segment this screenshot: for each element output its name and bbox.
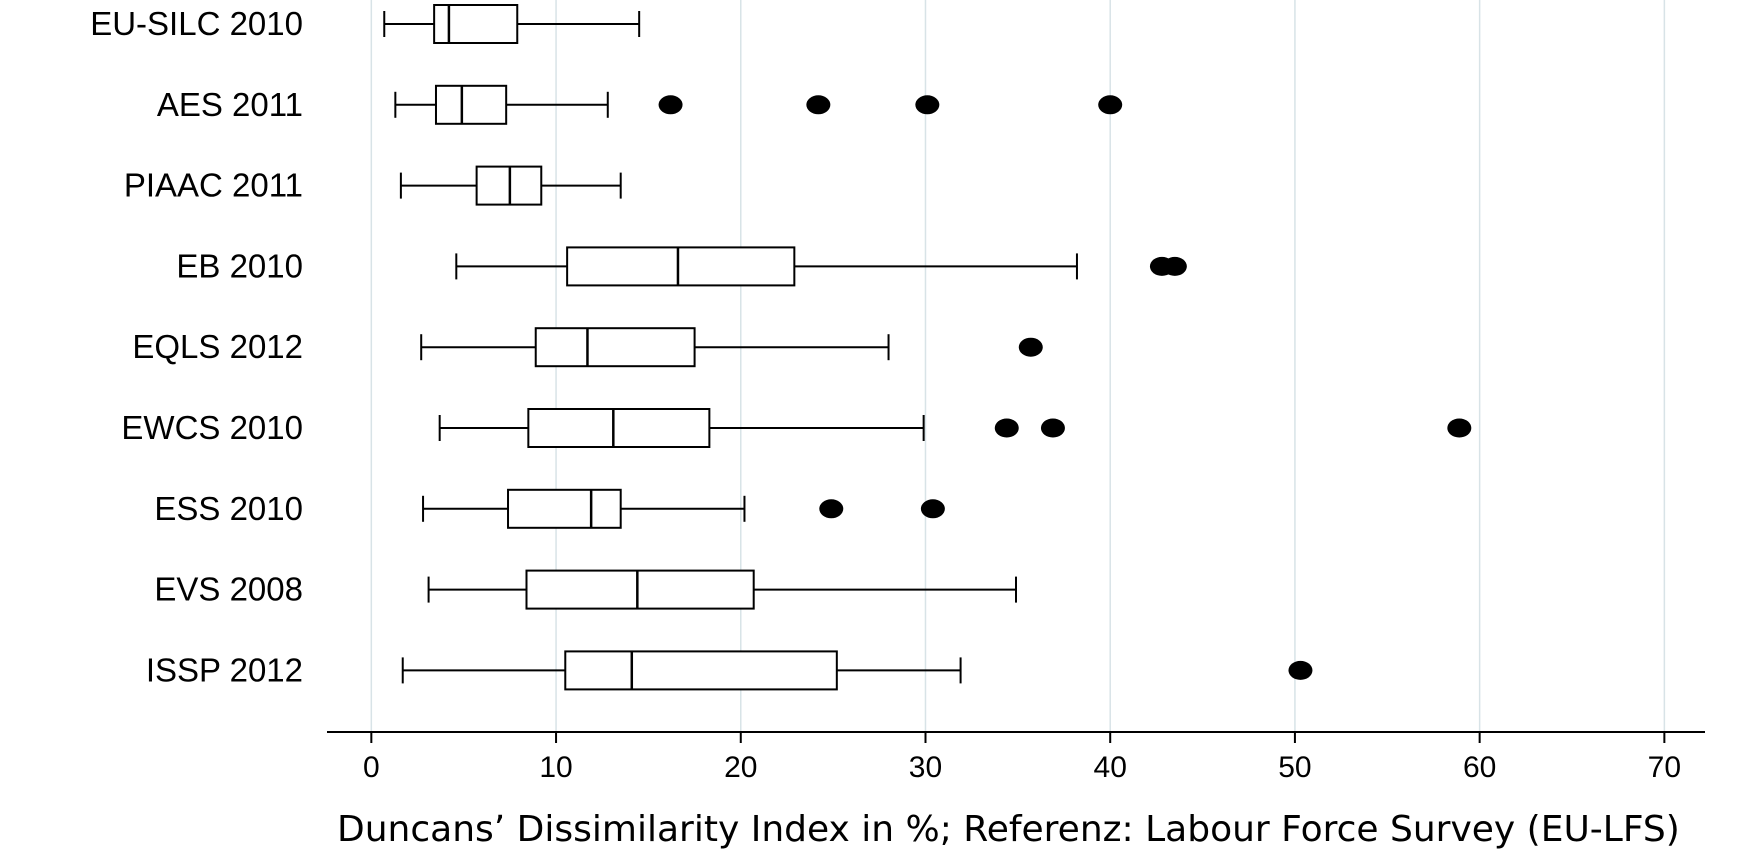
category-label: EWCS 2010 — [121, 409, 303, 446]
category-label: EU-SILC 2010 — [90, 5, 303, 42]
iqr-box — [434, 84, 508, 125]
outlier-point — [806, 95, 831, 115]
category-labels: EU-SILC 2010 AES 2011 PIAAC 2011 EB 2010 EQL… — [90, 5, 303, 688]
outlier-point — [819, 499, 844, 519]
box-group — [438, 408, 1472, 448]
category-label: ISSP 2012 — [146, 651, 303, 688]
box-plots — [383, 4, 1472, 691]
category-label: EQLS 2012 — [132, 328, 303, 365]
outlier-point — [1098, 95, 1123, 115]
outlier-point — [915, 95, 940, 115]
iqr-box — [566, 246, 796, 287]
iqr-box — [564, 650, 838, 691]
x-tick-label: 10 — [539, 751, 572, 784]
x-axis-title: Duncans’ Dissimilarity Index in %; Refer… — [337, 809, 1680, 850]
x-tick-label: 50 — [1278, 751, 1311, 784]
box-group — [420, 327, 1043, 368]
x-tick-label: 40 — [1094, 751, 1127, 784]
x-tick-label: 30 — [909, 751, 942, 784]
box-group — [422, 488, 945, 529]
outlier-point — [1018, 337, 1043, 357]
x-tick-label: 70 — [1648, 751, 1681, 784]
category-label: EB 2010 — [176, 247, 303, 284]
outlier-point — [658, 95, 683, 115]
x-tick-label: 60 — [1463, 751, 1496, 784]
category-label: EVS 2008 — [154, 571, 303, 608]
outlier-point — [920, 499, 945, 519]
iqr-box — [525, 569, 755, 610]
outlier-point — [1288, 660, 1313, 680]
outlier-point — [994, 418, 1019, 438]
box-group — [394, 84, 1123, 125]
iqr-box — [507, 488, 622, 529]
box-group — [401, 650, 1313, 691]
category-label: AES 2011 — [157, 86, 303, 123]
x-axis-ticks: 0 10 20 30 40 50 60 70 — [363, 732, 1681, 784]
iqr-box — [527, 408, 711, 448]
category-label: PIAAC 2011 — [124, 167, 303, 204]
x-tick-label: 0 — [363, 751, 380, 784]
outlier-point — [1162, 256, 1187, 276]
box-group — [455, 246, 1187, 287]
x-tick-label: 20 — [724, 751, 757, 784]
outlier-point — [1447, 418, 1472, 438]
box-group — [399, 165, 622, 206]
iqr-box — [534, 327, 696, 368]
box-group — [383, 4, 641, 44]
outlier-point — [1040, 418, 1065, 438]
category-label: ESS 2010 — [154, 490, 303, 527]
grid-lines — [370, 0, 1666, 732]
iqr-box — [433, 4, 519, 44]
box-group — [427, 569, 1017, 610]
